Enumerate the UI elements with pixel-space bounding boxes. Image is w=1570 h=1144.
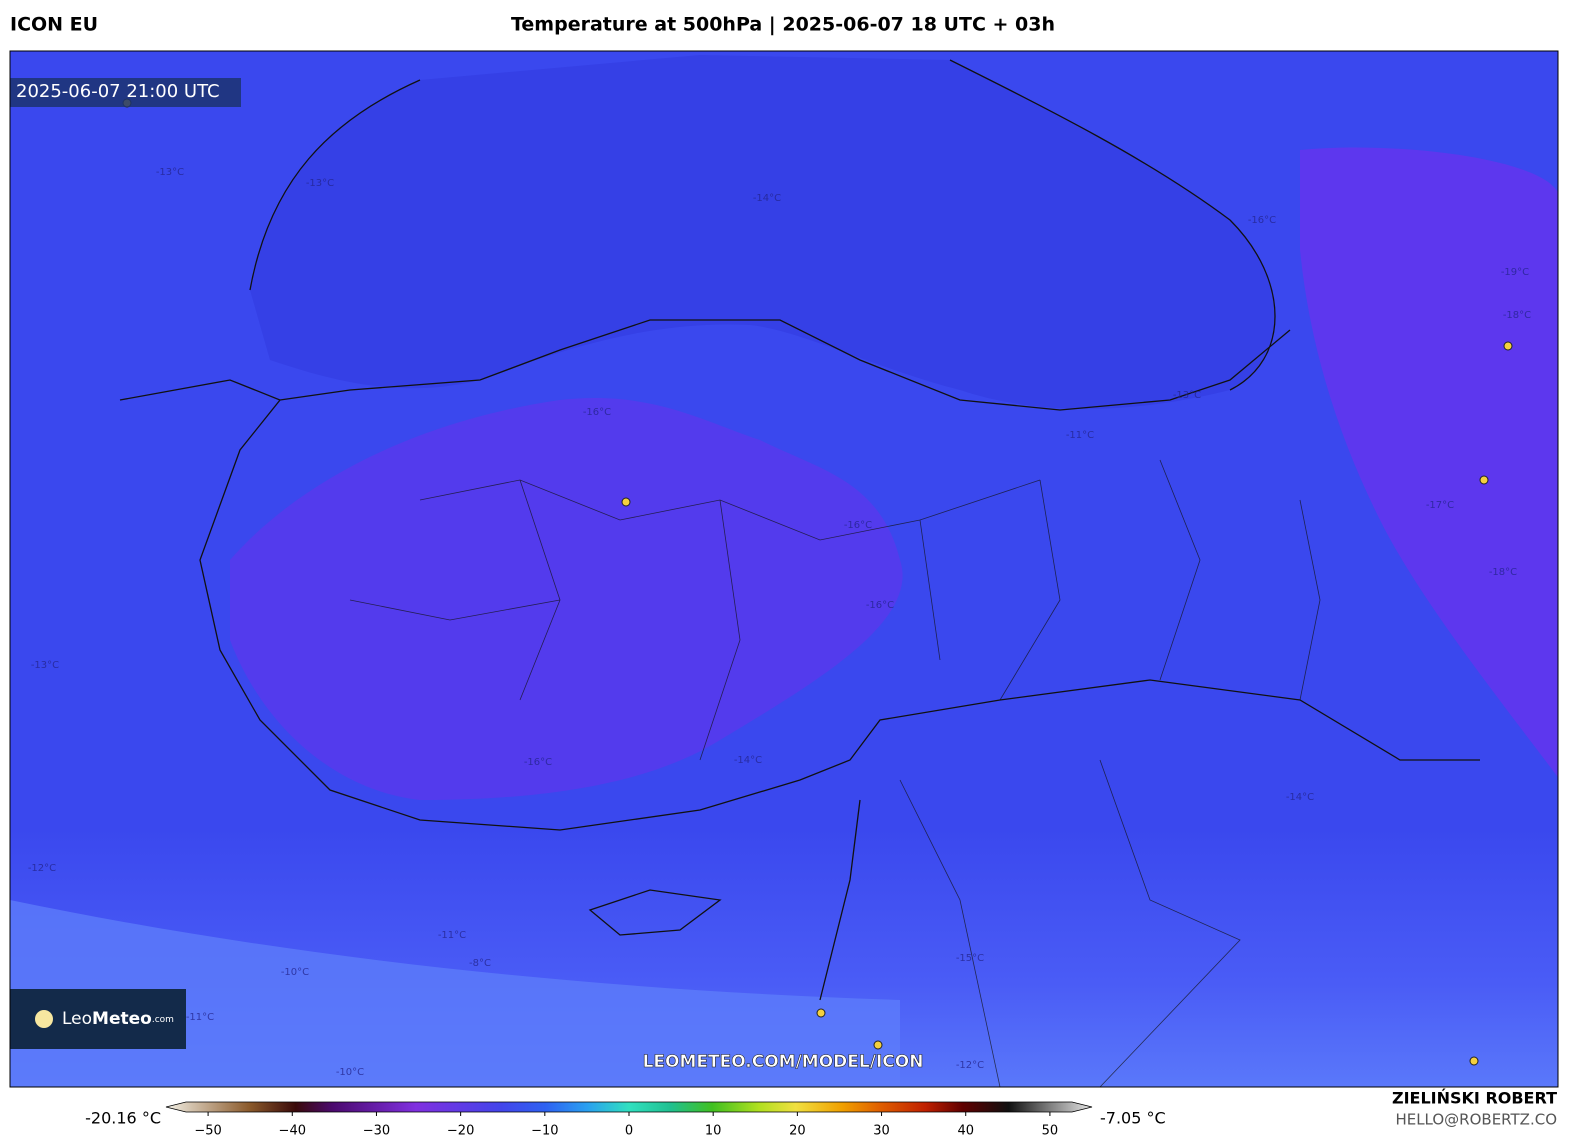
colorbar-tick-label: −10 (531, 1124, 558, 1139)
city (1503, 341, 1513, 351)
coastline (119, 319, 1480, 831)
title: Temperature at 500hPa | 2025-06-07 18 UT… (511, 14, 1055, 36)
contour-label: -18°C (1503, 310, 1531, 321)
colorbar-tick-label: −40 (279, 1124, 306, 1139)
contour-label: -10°C (336, 1067, 364, 1078)
contour-label: -17°C (1426, 500, 1454, 511)
url: LEOMETEO.COM/MODEL/ICON (643, 1052, 924, 1072)
contour-label: -11°C (438, 930, 466, 941)
contour-label: -16°C (866, 600, 894, 611)
cold-core (230, 398, 903, 800)
colorbar-tick-label: 50 (1042, 1124, 1059, 1139)
contour-label: -16°C (844, 520, 872, 531)
colorbar: −50 −40 −30 −20 −10 0 10 20 30 40 50 (165, 1101, 1093, 1139)
contour-label: -13°C (306, 178, 334, 189)
city (1469, 1056, 1479, 1066)
contour-label: -13°C (1173, 390, 1201, 401)
contour-label: -16°C (1248, 215, 1276, 226)
min-label: -20.16 °C (85, 1109, 161, 1128)
colorbar-tick-label: 10 (705, 1124, 722, 1139)
valid-time: 2025-06-07 21:00 UTC (16, 81, 220, 102)
colorbar-body (165, 1101, 1093, 1113)
coastline (249, 59, 1276, 1001)
contour-label: -11°C (186, 1012, 214, 1023)
contour-label: -14°C (1286, 792, 1314, 803)
author: ZIELIŃSKI ROBERT (1392, 1089, 1557, 1108)
logo-text: LeoMeteo.com (62, 1009, 174, 1029)
colorbar-tick-label: −50 (194, 1124, 221, 1139)
contour-label: -13°C (31, 660, 59, 671)
contour-label: -11°C (1066, 430, 1094, 441)
contour-label: -12°C (956, 1060, 984, 1071)
city (873, 1040, 883, 1050)
east-cold (1300, 147, 1558, 778)
max-label: -7.05 °C (1100, 1109, 1166, 1128)
city (621, 497, 631, 507)
colorbar-tick-label: −30 (363, 1124, 390, 1139)
contour-label: -18°C (1489, 567, 1517, 578)
time-box (10, 78, 241, 107)
borders (349, 459, 1321, 1087)
colorbar-tick-label: 0 (625, 1124, 633, 1139)
contour-label: -13°C (156, 167, 184, 178)
contour-label: -14°C (753, 193, 781, 204)
map-frame (9, 50, 1559, 1088)
model-name: ICON EU (10, 14, 98, 36)
email: HELLO@ROBERTZ.CO (1395, 1111, 1557, 1129)
contour-label: -10°C (281, 967, 309, 978)
colorbar-tick-label: 40 (957, 1124, 974, 1139)
map: -14°C -13°C -13°C -16°C -19°C -18°C -16°C -13°C… (10, 51, 1558, 1087)
colorbar-tick-label: −20 (447, 1124, 474, 1139)
contour-label: -15°C (956, 953, 984, 964)
black-sea (250, 55, 1275, 409)
logo-sun (35, 1010, 53, 1028)
contour-label: -19°C (1501, 267, 1529, 278)
contour-label: -12°C (28, 863, 56, 874)
contour-label: -16°C (583, 407, 611, 418)
contour-label: -14°C (734, 755, 762, 766)
city (816, 1008, 826, 1018)
colorbar-tick-label: 30 (873, 1124, 890, 1139)
contour-label: -16°C (524, 757, 552, 768)
contour-label: -8°C (469, 958, 491, 969)
warm-south (10, 900, 900, 1087)
colorbar-tick-label: 20 (789, 1124, 806, 1139)
city (1479, 475, 1489, 485)
